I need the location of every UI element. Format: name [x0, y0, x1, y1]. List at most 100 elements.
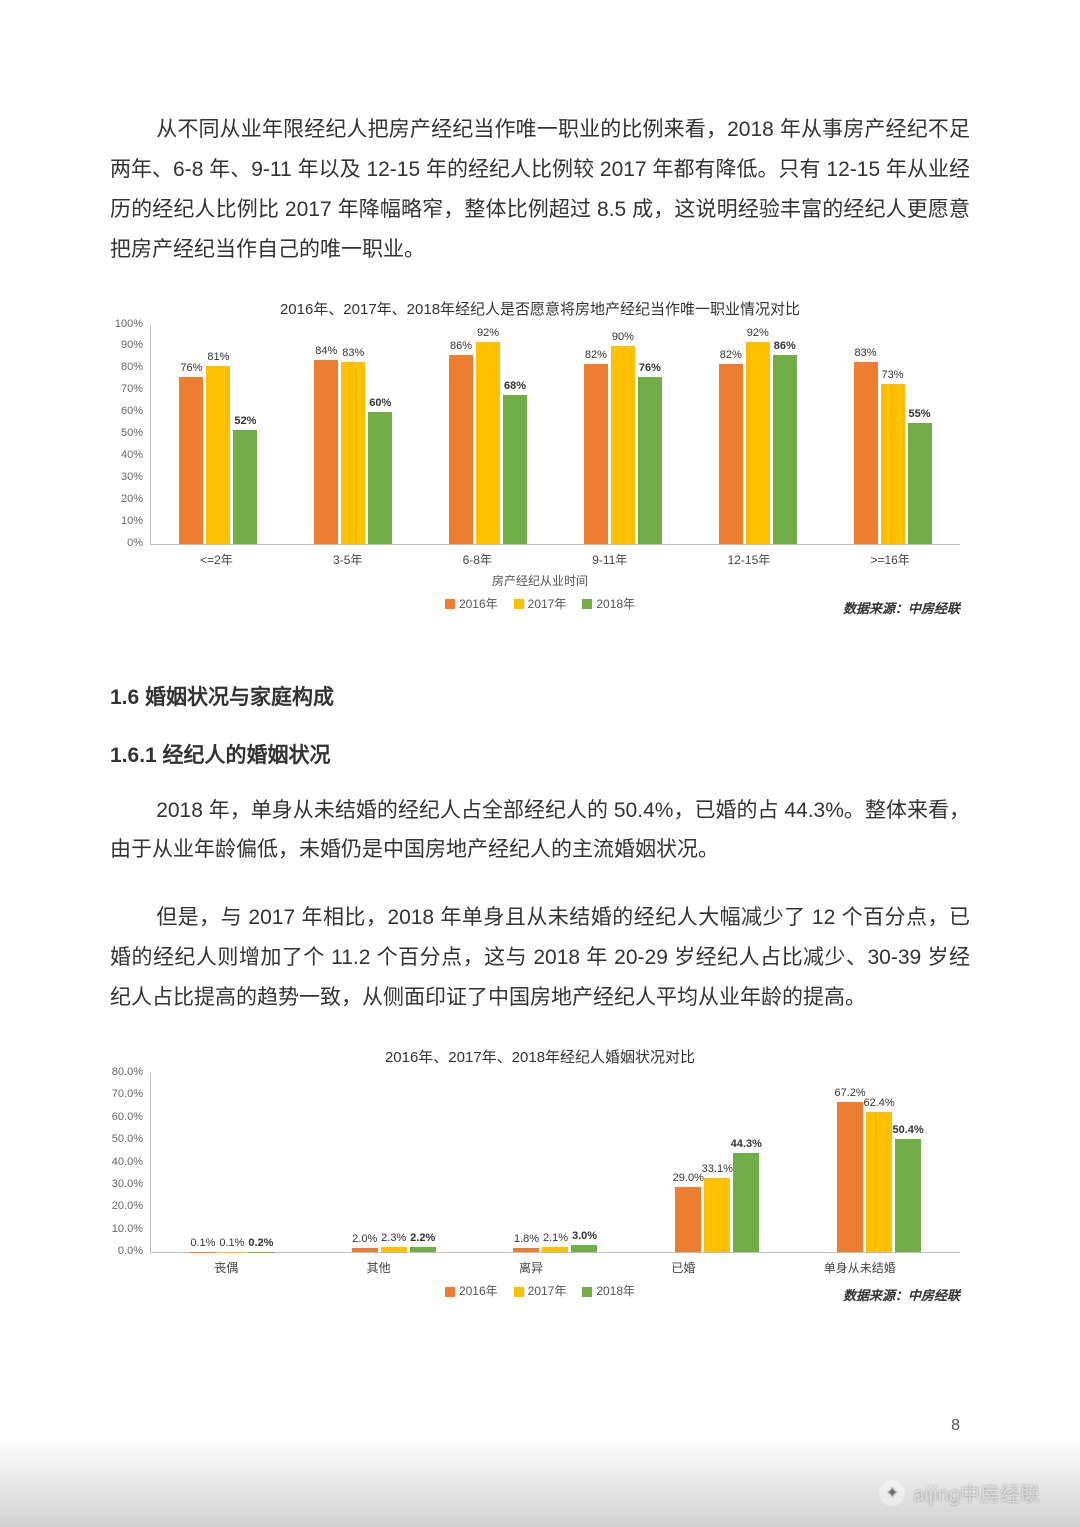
bar: 3.0%: [571, 1245, 597, 1252]
chart-1-x-title: 房产经纪从业时间: [110, 572, 970, 589]
bar-value-label: 2.1%: [543, 1232, 568, 1244]
y-tick-label: 70%: [121, 383, 143, 395]
subsection-heading-1-6-1: 1.6.1 经纪人的婚姻状况: [110, 739, 970, 769]
bar-value-label: 60%: [369, 397, 391, 409]
bar-value-label: 76%: [639, 362, 661, 374]
bar-value-label: 92%: [747, 327, 769, 339]
bar-value-label: 2.0%: [352, 1233, 377, 1245]
x-tick-label: 丧偶: [214, 1259, 238, 1276]
wechat-icon: ✦: [879, 1480, 905, 1506]
bar-value-label: 83%: [342, 347, 364, 359]
chart-1-bars: 76%81%52%84%83%60%86%92%68%82%90%76%82%9…: [151, 325, 960, 544]
y-tick-label: 10%: [121, 514, 143, 526]
page-number: 8: [951, 1417, 960, 1435]
bar: 67.2%: [837, 1102, 863, 1252]
bar-value-label: 68%: [504, 380, 526, 392]
x-tick-label: 离异: [519, 1259, 543, 1276]
legend-swatch: [514, 1287, 524, 1297]
bar: 82%: [584, 364, 608, 544]
legend-swatch: [582, 599, 592, 609]
legend-swatch: [445, 1287, 455, 1297]
y-tick-label: 30.0%: [112, 1178, 143, 1190]
bar: 50.4%: [895, 1139, 921, 1252]
y-tick-label: 60%: [121, 405, 143, 417]
bar-value-label: 0.2%: [248, 1237, 273, 1249]
x-tick-label: 已婚: [671, 1259, 695, 1276]
paragraph-3: 但是，与 2017 年相比，2018 年单身且从未结婚的经纪人大幅减少了 12 …: [110, 898, 970, 1018]
legend-item: 2018年: [582, 597, 635, 611]
bar-group: 67.2%62.4%50.4%: [837, 1073, 921, 1252]
bar-value-label: 33.1%: [702, 1163, 733, 1175]
bar-value-label: 3.0%: [572, 1230, 597, 1242]
legend-item: 2016年: [445, 1284, 498, 1298]
bar-group: 86% 92% 68%: [449, 325, 527, 544]
y-tick-label: 40.0%: [112, 1155, 143, 1167]
document-page: 从不同从业年限经纪人把房产经纪当作唯一职业的比例来看，2018 年从事房产经纪不…: [0, 0, 1080, 1304]
bar-group: 83% 73% 55%: [854, 325, 932, 544]
y-tick-label: 50.0%: [112, 1133, 143, 1145]
bar-value-label: 44.3%: [731, 1138, 762, 1150]
bar-group: 1.8%2.1%3.0%: [513, 1073, 597, 1252]
bar-group: 82%90%76%: [584, 325, 662, 544]
bar: 86%: [773, 355, 797, 543]
chart-2-title: 2016年、2017年、2018年经纪人婚姻状况对比: [110, 1046, 970, 1067]
y-tick-label: 80%: [121, 361, 143, 373]
bar: 83%: [854, 362, 878, 544]
chart-2-bars: 0.1%0.1%0.2%2.0%2.3%2.2%1.8%2.1%3.0%29.0…: [151, 1073, 960, 1252]
bar: 68%: [503, 395, 527, 544]
bar-value-label: 29.0%: [673, 1172, 704, 1184]
y-tick-label: 90%: [121, 339, 143, 351]
section-heading-1-6: 1.6 婚姻状况与家庭构成: [110, 681, 970, 711]
y-tick-label: 70.0%: [112, 1088, 143, 1100]
watermark: ✦ aijing中房经联: [879, 1478, 1040, 1507]
chart-2-x-labels: 丧偶 其他 离异 已婚 单身从未结婚: [150, 1259, 960, 1276]
bar-value-label: 0.1%: [190, 1237, 215, 1249]
bar-value-label: 73%: [882, 369, 904, 381]
x-tick-label: 12-15年: [728, 551, 771, 568]
y-tick-label: 30%: [121, 471, 143, 483]
y-tick-label: 0%: [127, 536, 143, 548]
legend-item: 2017年: [514, 1284, 567, 1298]
bar-value-label: 1.8%: [514, 1233, 539, 1245]
bar-value-label: 52%: [234, 415, 256, 427]
bar: 90%: [611, 346, 635, 543]
x-tick-label: 其他: [367, 1259, 391, 1276]
x-tick-label: 6-8年: [463, 551, 492, 568]
chart-1-x-labels: <=2年3-5年6-8年9-11年12-15年>=16年: [150, 551, 960, 568]
bar-value-label: 86%: [450, 340, 472, 352]
bar-value-label: 55%: [909, 408, 931, 420]
paragraph-1: 从不同从业年限经纪人把房产经纪当作唯一职业的比例来看，2018 年从事房产经纪不…: [110, 110, 970, 270]
y-tick-label: 40%: [121, 449, 143, 461]
legend-swatch: [582, 1287, 592, 1297]
bar: 44.3%: [733, 1153, 759, 1252]
bar: 1.8%: [513, 1248, 539, 1252]
bar: 62.4%: [866, 1112, 892, 1252]
y-tick-label: 80.0%: [112, 1066, 143, 1078]
chart-2-plot: 0.0%10.0%20.0%30.0%40.0%50.0%60.0%70.0%8…: [150, 1073, 960, 1253]
bar: 2.3%: [381, 1247, 407, 1252]
legend-item: 2018年: [582, 1284, 635, 1298]
bar: 92%: [746, 342, 770, 543]
bar: 2.0%: [352, 1248, 378, 1252]
bar-group: 2.0%2.3%2.2%: [352, 1073, 436, 1252]
legend-swatch: [445, 599, 455, 609]
chart-1-plot: 0%10%20%30%40%50%60%70%80%90%100% 76%81%…: [150, 325, 960, 545]
x-tick-label: 单身从未结婚: [824, 1259, 896, 1276]
bar-value-label: 82%: [720, 349, 742, 361]
x-tick-label: >=16年: [870, 551, 909, 568]
bar-value-label: 2.3%: [381, 1232, 406, 1244]
bar-group: 29.0%33.1%44.3%: [675, 1073, 759, 1252]
bar-value-label: 81%: [207, 351, 229, 363]
y-tick-label: 60.0%: [112, 1111, 143, 1123]
y-tick-label: 20%: [121, 493, 143, 505]
legend-swatch: [514, 599, 524, 609]
chart-2-y-axis: 0.0%10.0%20.0%30.0%40.0%50.0%60.0%70.0%8…: [107, 1073, 147, 1252]
bar: 86%: [449, 355, 473, 543]
watermark-text: aijing中房经联: [913, 1478, 1040, 1507]
bar-value-label: 90%: [612, 331, 634, 343]
chart-2: 2016年、2017年、2018年经纪人婚姻状况对比 0.0%10.0%20.0…: [110, 1046, 970, 1304]
bar: 55%: [908, 423, 932, 543]
bar: 2.2%: [410, 1247, 436, 1252]
bar-value-label: 92%: [477, 327, 499, 339]
bar-group: 82%92%86%: [719, 325, 797, 544]
